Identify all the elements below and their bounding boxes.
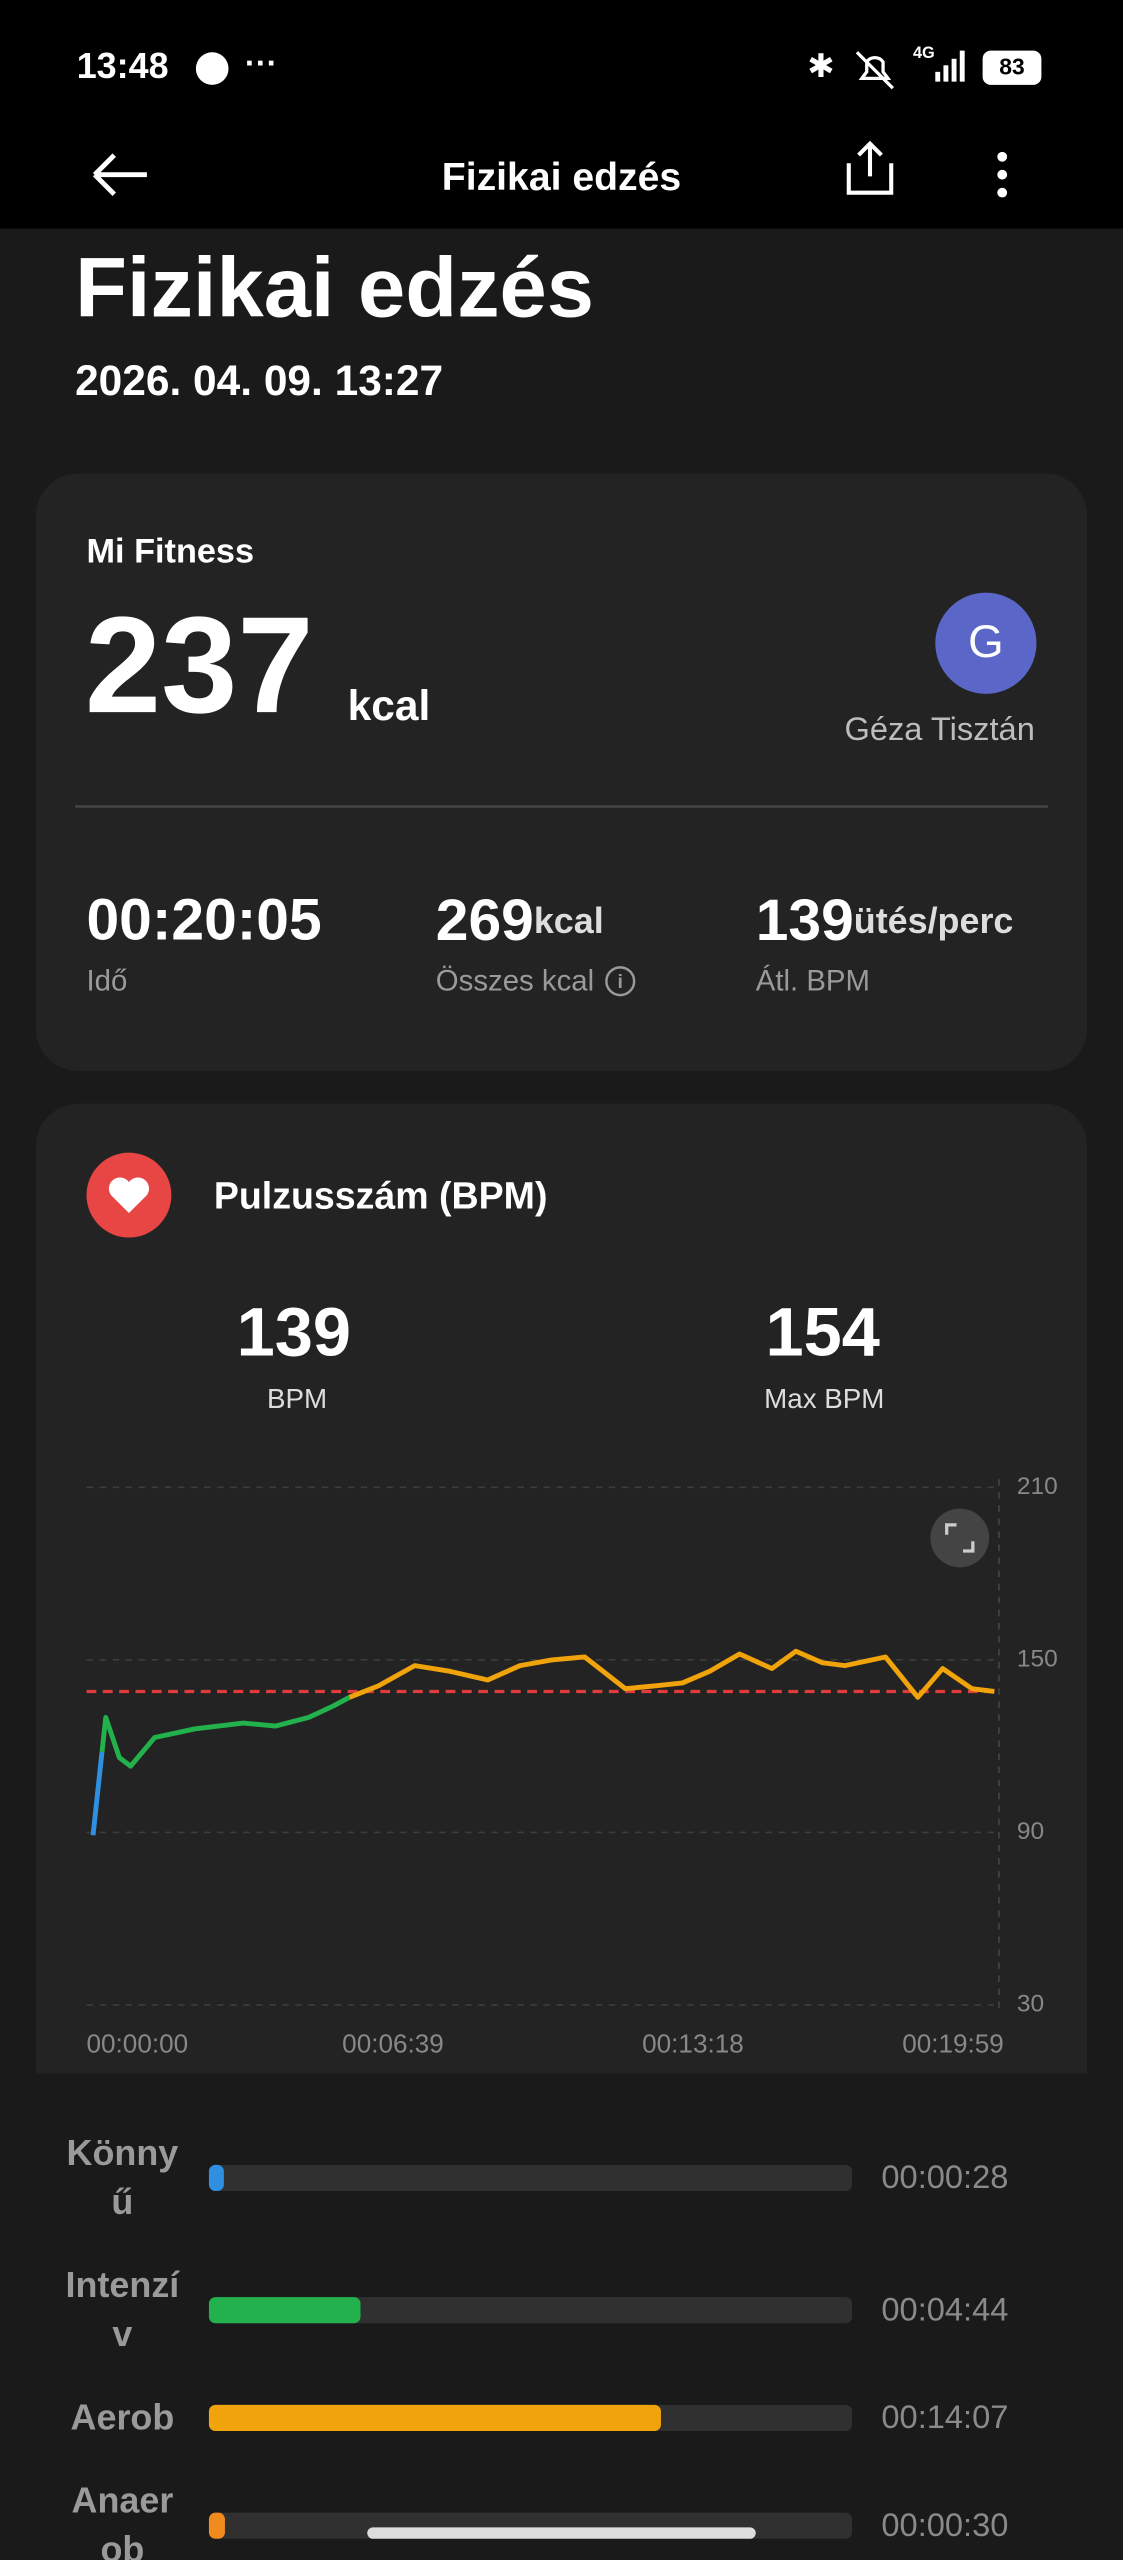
- avg-bpm-label: BPM: [267, 1383, 327, 1414]
- stat-value: 00:20:05: [87, 888, 322, 953]
- app-bar-title: Fizikai edzés: [442, 156, 681, 199]
- heart-icon: [108, 1177, 150, 1214]
- zone-bar: [208, 2164, 224, 2192]
- summary-card: [35, 473, 1088, 1072]
- stat-label: Idő: [87, 965, 128, 998]
- zone-label: Anaerob: [71, 2480, 174, 2560]
- stat-unit: ütés/perc: [854, 901, 1014, 942]
- source-app: Mi Fitness: [87, 533, 255, 571]
- x-tick-label: 00:19:59: [902, 2029, 1004, 2059]
- bluetooth-icon: ✱: [807, 47, 834, 84]
- zone-label-box: Anaerob: [71, 2480, 174, 2560]
- section-title: Pulzusszám (BPM): [214, 1174, 548, 1216]
- zone-duration: 00:04:44: [881, 2290, 1008, 2327]
- stat-unit: kcal: [534, 901, 604, 942]
- expand-button[interactable]: [930, 1508, 990, 1568]
- zone-track: [208, 2164, 853, 2192]
- zone-label: Intenzív: [65, 2264, 180, 2355]
- workout-datetime: 2026. 04. 09. 13:27: [75, 357, 443, 404]
- zone-duration: 00:00:28: [881, 2158, 1008, 2195]
- user-name: Géza Tisztán: [844, 710, 1034, 747]
- max-bpm-value: 154: [765, 1293, 879, 1370]
- user-avatar[interactable]: [935, 592, 1037, 694]
- stat-value: 269: [436, 888, 534, 953]
- zone-label: Könnyű: [66, 2132, 179, 2223]
- back-button[interactable]: [92, 153, 147, 197]
- more-notifications: ···: [245, 44, 278, 81]
- zone-track: [208, 2297, 853, 2324]
- stat-label: Összes kcal: [436, 965, 594, 998]
- stat: 269kcal: [436, 888, 604, 953]
- max-bpm-label: Max BPM: [764, 1383, 884, 1414]
- expand-icon: [945, 1523, 975, 1553]
- zone-label-box: Könnyű: [66, 2132, 179, 2223]
- clock: 13:48: [77, 45, 169, 86]
- zone-label: Aerob: [70, 2396, 175, 2438]
- messenger-icon: [195, 52, 229, 85]
- heart-rate-line: [90, 1751, 105, 1836]
- zone-bar: [208, 2297, 361, 2324]
- heart-rate-line: [348, 1648, 995, 1700]
- y-tick-label: 90: [1017, 1818, 1044, 1845]
- zone-duration: 00:00:30: [881, 2506, 1008, 2543]
- stat-value: 139: [756, 888, 854, 953]
- battery-icon: [982, 50, 1042, 85]
- zone-bar: [208, 2512, 225, 2539]
- zone-bar: [208, 2404, 661, 2432]
- y-tick-label: 30: [1017, 1990, 1044, 2017]
- zone-label-box: Aerob: [70, 2396, 175, 2438]
- x-tick-label: 00:00:00: [87, 2029, 189, 2059]
- info-icon-glyph: i: [618, 971, 623, 993]
- stat-label: Átl. BPM: [756, 965, 870, 998]
- share-button[interactable]: [846, 140, 894, 195]
- heart-rate-line: [99, 1695, 351, 1769]
- heart-rate-chart: 30 90 150 210 00:00:00 00:06:39 00:13:18 00:19:…: [86, 1473, 1058, 2059]
- signal-icon: [935, 50, 965, 82]
- zone-label-box: Intenzív: [65, 2264, 180, 2355]
- calories-value: 237: [85, 589, 314, 742]
- info-icon[interactable]: [605, 966, 636, 997]
- y-tick-label: 210: [1017, 1473, 1058, 1500]
- x-tick-label: 00:06:39: [342, 2029, 444, 2059]
- x-tick-label: 00:13:18: [642, 2029, 744, 2059]
- page-title: Fizikai edzés: [75, 239, 594, 334]
- battery-level: 83: [999, 54, 1024, 80]
- top-bar: [0, 0, 1123, 229]
- home-indicator: [367, 2527, 756, 2539]
- menu-button[interactable]: [997, 151, 1008, 198]
- mute-icon: [855, 51, 895, 90]
- y-tick-label: 150: [1017, 1645, 1058, 1672]
- network-type: 4G: [913, 44, 935, 62]
- calories-unit: kcal: [348, 682, 431, 729]
- zone-duration: 00:14:07: [881, 2398, 1008, 2435]
- user-initial: G: [968, 616, 1004, 667]
- stat: 139ütés/perc: [756, 888, 1014, 953]
- avg-bpm-value: 139: [237, 1293, 351, 1370]
